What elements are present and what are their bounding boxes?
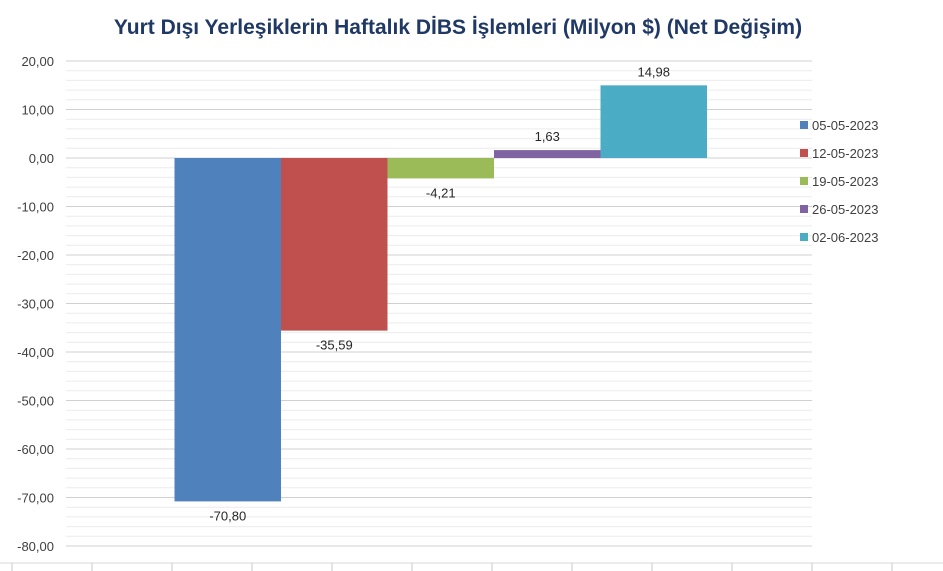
y-tick-label: -80,00	[17, 539, 54, 554]
legend-swatch	[800, 149, 808, 157]
y-tick-label: -10,00	[17, 200, 54, 215]
bar-05-05-2023	[174, 158, 281, 502]
legend-label: 19-05-2023	[812, 174, 879, 189]
y-tick-label: -30,00	[17, 297, 54, 312]
y-tick-label: 0,00	[29, 151, 54, 166]
legend-swatch	[800, 121, 808, 129]
bar-26-05-2023	[494, 150, 601, 158]
legend-swatch	[800, 177, 808, 185]
y-tick-label: -60,00	[17, 442, 54, 457]
legend-swatch	[800, 205, 808, 213]
y-tick-label: -20,00	[17, 248, 54, 263]
bar-19-05-2023	[387, 158, 494, 179]
data-label: -35,59	[316, 338, 353, 353]
y-tick-label: 10,00	[21, 103, 54, 118]
data-label: 14,98	[637, 64, 670, 79]
legend-label: 02-06-2023	[812, 230, 879, 245]
bars	[174, 85, 707, 502]
chart-title: Yurt Dışı Yerleşiklerin Haftalık DİBS İş…	[114, 16, 802, 39]
data-label: -4,21	[426, 185, 456, 200]
data-label: -70,80	[209, 508, 246, 523]
y-tick-label: -40,00	[17, 345, 54, 360]
legend-swatch	[800, 233, 808, 241]
y-tick-label: -50,00	[17, 394, 54, 409]
bar-02-06-2023	[600, 85, 707, 158]
legend: 05-05-2023 12-05-2023 19-05-2023 26-05-2023…	[800, 118, 879, 245]
legend-label: 12-05-2023	[812, 146, 879, 161]
legend-label: 05-05-2023	[812, 118, 879, 133]
bar-12-05-2023	[281, 158, 388, 331]
legend-label: 26-05-2023	[812, 202, 879, 217]
data-label: 1,63	[535, 129, 560, 144]
y-tick-label: -70,00	[17, 491, 54, 506]
y-axis-ticks: 20,00 10,00 0,00 -10,00 -20,00 -30,00 -40,00 -5…	[17, 54, 54, 554]
y-tick-label: 20,00	[21, 54, 54, 69]
x-axis	[0, 562, 943, 571]
data-labels: -70,80 -35,59 -4,21 1,63 14,98	[209, 64, 670, 523]
